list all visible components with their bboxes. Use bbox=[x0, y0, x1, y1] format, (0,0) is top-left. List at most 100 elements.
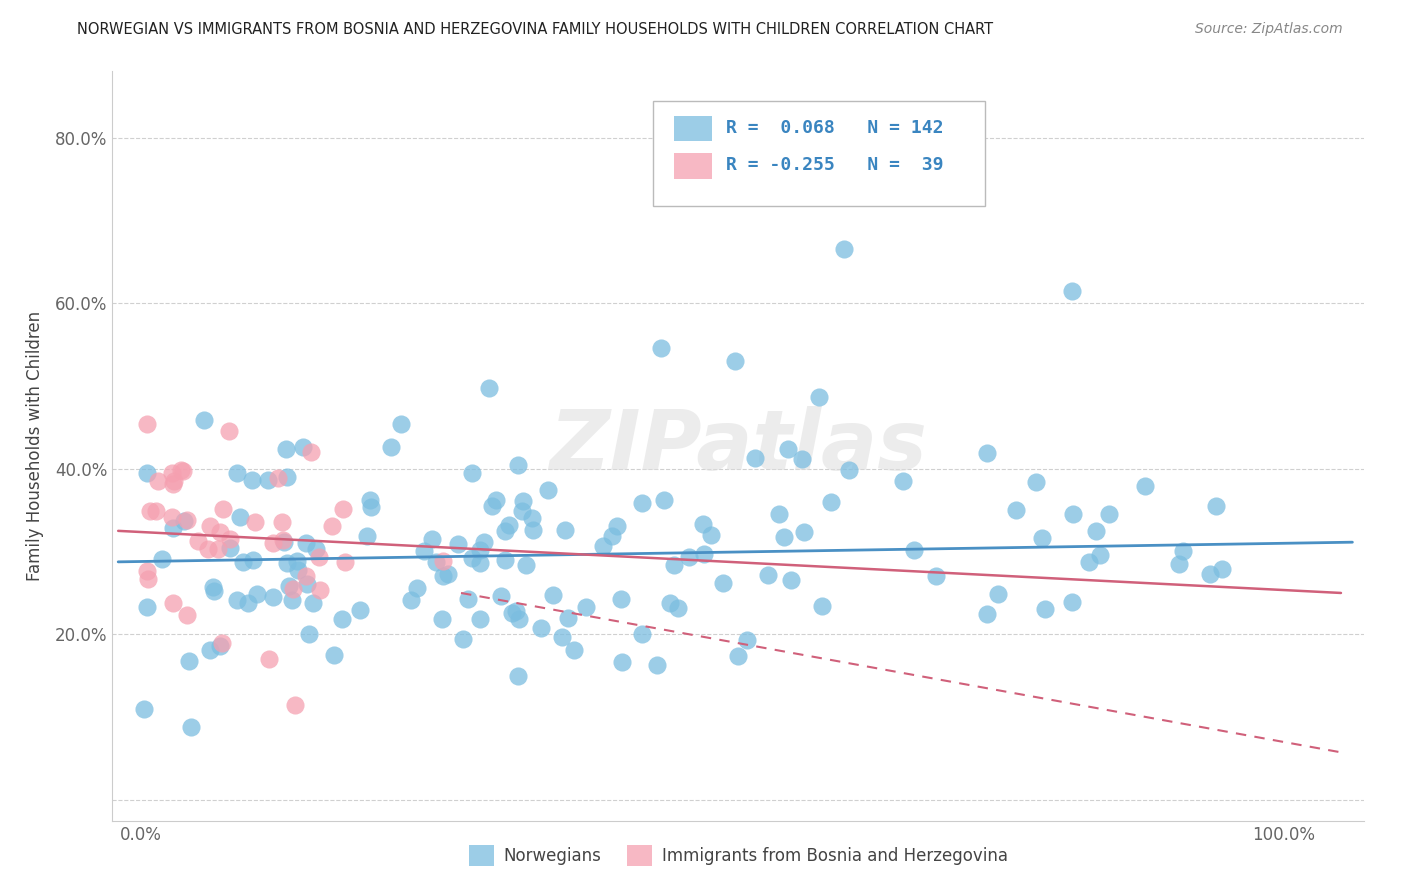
Point bbox=[472, 535, 495, 549]
Point bbox=[506, 669, 529, 683]
Point bbox=[522, 511, 544, 525]
Point bbox=[903, 542, 925, 557]
Point bbox=[432, 569, 454, 583]
Point bbox=[332, 502, 354, 516]
Point bbox=[308, 582, 330, 597]
Point bbox=[299, 444, 322, 458]
Point bbox=[772, 530, 794, 544]
Point bbox=[201, 581, 224, 595]
Point bbox=[172, 464, 194, 478]
Point bbox=[891, 474, 914, 488]
Point bbox=[468, 612, 491, 626]
Point bbox=[1078, 556, 1101, 570]
Point bbox=[276, 470, 298, 484]
Point bbox=[176, 607, 198, 622]
Point bbox=[1098, 507, 1121, 521]
Point bbox=[432, 554, 454, 568]
Point bbox=[349, 603, 371, 617]
Point bbox=[510, 504, 533, 518]
Point bbox=[262, 535, 284, 549]
Point bbox=[630, 496, 652, 510]
Point bbox=[198, 642, 221, 657]
Point bbox=[1167, 557, 1189, 571]
Point bbox=[287, 563, 309, 577]
Point bbox=[160, 509, 183, 524]
Point bbox=[976, 607, 998, 622]
Point bbox=[180, 720, 202, 734]
Point bbox=[1062, 284, 1084, 298]
Point bbox=[138, 572, 160, 586]
Point bbox=[1033, 602, 1056, 616]
Point bbox=[515, 558, 537, 573]
Point bbox=[163, 474, 186, 488]
Point bbox=[356, 529, 378, 543]
Point bbox=[273, 535, 295, 549]
Point bbox=[298, 627, 321, 641]
Point bbox=[1173, 544, 1195, 558]
Point bbox=[1085, 524, 1108, 539]
Point bbox=[494, 553, 516, 567]
Y-axis label: Family Households with Children: Family Households with Children bbox=[25, 311, 44, 581]
Text: NORWEGIAN VS IMMIGRANTS FROM BOSNIA AND HERZEGOVINA FAMILY HOUSEHOLDS WITH CHILD: NORWEGIAN VS IMMIGRANTS FROM BOSNIA AND … bbox=[77, 22, 994, 37]
Point bbox=[262, 590, 284, 604]
Point bbox=[478, 381, 501, 395]
Point bbox=[243, 516, 266, 530]
Point bbox=[652, 492, 675, 507]
Point bbox=[136, 599, 159, 614]
Point bbox=[498, 518, 520, 533]
Point bbox=[136, 564, 159, 578]
Point bbox=[659, 596, 682, 610]
Point bbox=[437, 567, 460, 582]
Point bbox=[807, 390, 830, 404]
Point bbox=[422, 532, 444, 546]
Point bbox=[744, 450, 766, 465]
Point bbox=[281, 592, 304, 607]
Text: Source: ZipAtlas.com: Source: ZipAtlas.com bbox=[1195, 22, 1343, 37]
Point bbox=[489, 590, 512, 604]
Point bbox=[537, 483, 560, 497]
Point bbox=[645, 657, 668, 672]
Point bbox=[277, 579, 299, 593]
Point bbox=[242, 552, 264, 566]
Point bbox=[202, 583, 225, 598]
Point bbox=[468, 542, 491, 557]
Point bbox=[692, 517, 714, 532]
Bar bbox=[675, 153, 711, 178]
Point bbox=[662, 558, 685, 572]
Point bbox=[285, 554, 308, 568]
Point bbox=[447, 537, 470, 551]
Point bbox=[494, 524, 516, 538]
Point bbox=[461, 466, 484, 480]
Point bbox=[271, 515, 294, 529]
Point bbox=[232, 555, 254, 569]
Point bbox=[737, 632, 759, 647]
Point bbox=[162, 596, 184, 610]
Point bbox=[405, 581, 427, 595]
Point bbox=[226, 593, 249, 607]
Bar bbox=[675, 116, 711, 141]
Point bbox=[321, 518, 343, 533]
FancyBboxPatch shape bbox=[652, 102, 984, 206]
Point bbox=[170, 463, 193, 477]
Point bbox=[173, 514, 195, 528]
Point bbox=[1060, 595, 1083, 609]
Point bbox=[209, 640, 232, 654]
Point bbox=[271, 533, 294, 547]
Point bbox=[727, 648, 749, 663]
Point bbox=[1088, 548, 1111, 562]
Point bbox=[768, 508, 790, 522]
Point bbox=[295, 535, 318, 549]
Point bbox=[198, 519, 221, 533]
Point bbox=[276, 557, 298, 571]
Point bbox=[606, 519, 628, 533]
Point bbox=[219, 532, 242, 546]
Text: R = -0.255   N =  39: R = -0.255 N = 39 bbox=[725, 156, 943, 174]
Point bbox=[308, 549, 330, 564]
Point bbox=[330, 612, 353, 626]
Point bbox=[211, 501, 233, 516]
Point bbox=[193, 412, 215, 426]
Point bbox=[162, 477, 184, 491]
Point bbox=[699, 528, 721, 542]
Point bbox=[177, 654, 200, 668]
Point bbox=[162, 467, 184, 481]
